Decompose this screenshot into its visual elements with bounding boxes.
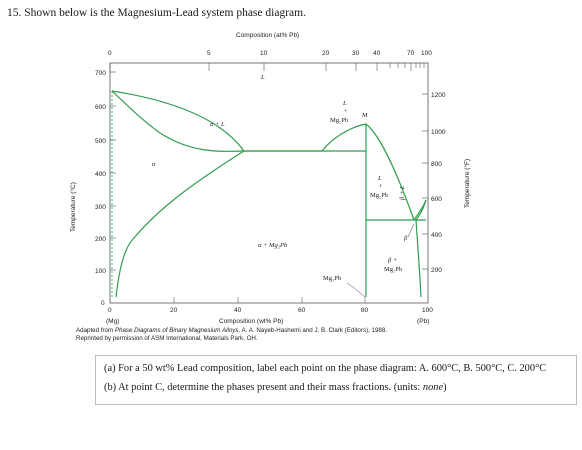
figure-caption-line2: Reprinted by permission of ASM Internati…: [76, 335, 258, 342]
liquidus-left: [111, 90, 245, 152]
bottom-tick-40: 40: [234, 307, 242, 314]
label-mg2pb-right: Mg₂Pb: [370, 192, 388, 199]
label-beta-plus: β +: [387, 257, 397, 264]
bottom-right-label: (Pb): [417, 318, 429, 325]
left-tick-500: 500: [95, 138, 106, 145]
beta-solidus: [415, 199, 427, 221]
bottom-axis-ticks: [173, 297, 366, 303]
bottom-tick-80: 80: [361, 307, 369, 314]
bottom-tick-20: 20: [170, 307, 178, 314]
question-b: (b) At point C, determine the phases pre…: [104, 382, 447, 393]
bottom-left-label: (Mg): [106, 318, 119, 325]
left-tick-200: 200: [95, 236, 106, 243]
right-tick-600: 600: [431, 196, 442, 203]
label-liquid-top: L: [342, 100, 347, 107]
liquidus-pb: [413, 199, 427, 221]
left-tick-700: 700: [95, 70, 106, 77]
right-tick-800: 800: [431, 161, 442, 168]
question-a: (a) For a 50 wt% Lead composition, label…: [104, 363, 547, 374]
label-plus-right: +: [379, 183, 383, 190]
left-axis-ticks: [110, 71, 116, 271]
label-beta: β: [403, 235, 408, 242]
label-l-region-right: L: [377, 175, 382, 182]
liquidus-right: [365, 123, 415, 221]
phase-boundaries: [111, 90, 427, 298]
right-tick-200: 200: [431, 267, 442, 274]
bottom-tick-60: 60: [298, 307, 306, 314]
label-alpha-plus-mg2pb: α + Mg₂Pb: [258, 242, 288, 249]
bottom-axis-title: Composition (wt% Pb): [219, 318, 283, 325]
top-tick-30: 30: [352, 50, 360, 57]
left-tick-400: 400: [95, 171, 106, 178]
label-liquid-plus: +: [344, 108, 348, 115]
label-liquid: L: [260, 74, 265, 81]
bottom-tick-100: 100: [422, 307, 433, 314]
leader-lines: [346, 223, 415, 298]
top-tick-100: 100: [421, 50, 432, 57]
alpha-solvus: [115, 150, 245, 298]
left-tick-100: 100: [95, 268, 106, 275]
label-alpha-plus-l: α + L: [210, 121, 225, 128]
problem-heading: 15. Shown below is the Magnesium-Lead sy…: [7, 7, 306, 19]
left-tick-300: 300: [95, 204, 106, 211]
label-beta-plus-l: β + L: [399, 185, 406, 201]
plot-frame: [109, 62, 429, 304]
figure-caption-line1: Adapted from Phase Diagrams of Binary Ma…: [76, 327, 388, 334]
top-axis-title: Composition (at% Pb): [236, 32, 299, 39]
right-tick-1000: 1000: [431, 129, 446, 136]
label-point-m: M: [361, 112, 368, 119]
beta-solvus: [415, 219, 422, 298]
label-mg2pb-upper: Mg₂Pb: [330, 117, 348, 124]
right-axis-ticks: [422, 93, 428, 270]
left-tick-600: 600: [95, 104, 106, 111]
top-tick-70: 70: [407, 50, 415, 57]
label-beta-mg2pb: Mg₂Pb: [384, 266, 402, 273]
liquidus-mid: [244, 123, 367, 152]
top-axis-ticks: [109, 63, 425, 71]
questions-box: (a) For a 50 wt% Lead composition, label…: [95, 355, 577, 405]
right-axis-title: Temperature (°F): [463, 159, 471, 208]
right-tick-400: 400: [431, 232, 442, 239]
left-tick-0: 0: [101, 300, 105, 307]
bottom-tick-0: 0: [108, 307, 112, 314]
top-tick-20: 20: [322, 50, 330, 57]
right-tick-1200: 1200: [431, 92, 446, 99]
left-axis-title: Temperature (°C): [69, 182, 77, 232]
label-alpha: α: [152, 161, 156, 168]
top-tick-40: 40: [373, 50, 381, 57]
label-mg2pb-bottom: Mg₂Pb: [323, 275, 341, 282]
top-tick-0: 0: [108, 50, 112, 57]
alpha-solidus: [111, 90, 245, 152]
top-tick-5: 5: [207, 50, 211, 57]
top-tick-10: 10: [260, 50, 268, 57]
